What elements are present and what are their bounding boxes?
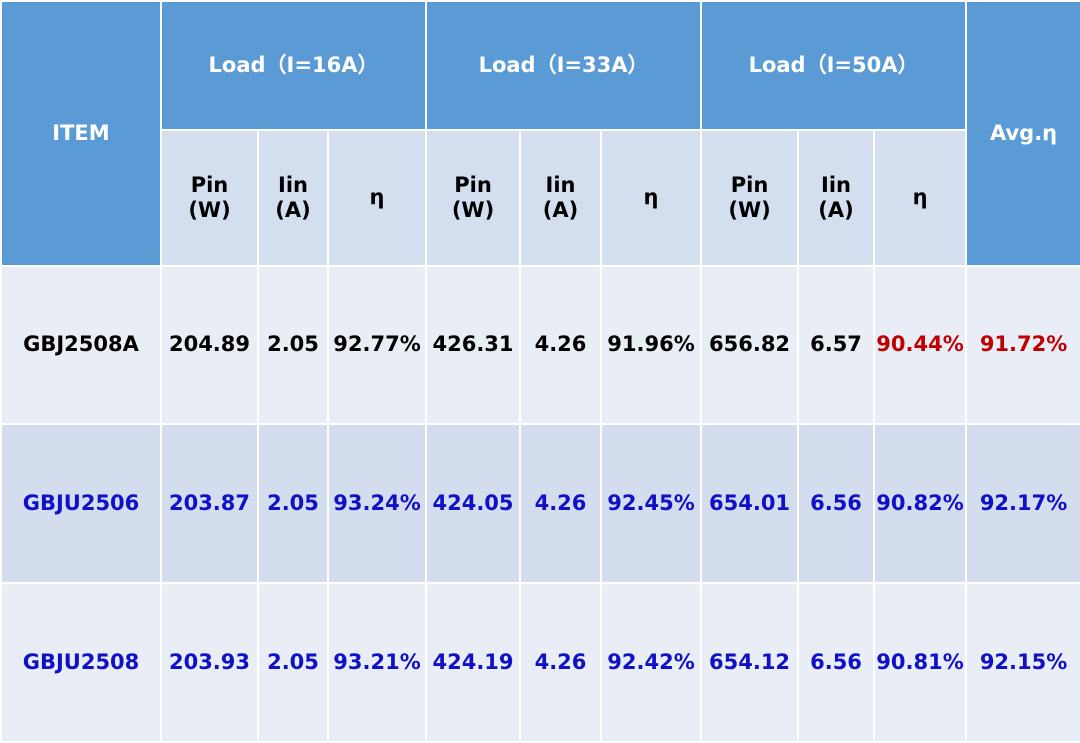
value-cell: 2.05 bbox=[257, 582, 329, 743]
value-cell: 203.87 bbox=[160, 423, 259, 585]
value-cell: 92.17% bbox=[965, 423, 1080, 585]
value-cell: 203.93 bbox=[160, 582, 259, 743]
value-cell: 424.19 bbox=[425, 582, 522, 743]
subheader: η bbox=[326, 129, 428, 267]
value-cell: 2.05 bbox=[257, 423, 329, 585]
value-cell: 424.05 bbox=[425, 423, 522, 585]
value-cell: 6.56 bbox=[797, 423, 876, 585]
subheader: η bbox=[873, 129, 968, 267]
value-cell: 93.21% bbox=[326, 582, 428, 743]
value-cell: 426.31 bbox=[425, 264, 522, 426]
value-cell: 93.24% bbox=[326, 423, 428, 585]
subheader: Pin (W) bbox=[160, 129, 259, 267]
value-cell: 204.89 bbox=[160, 264, 259, 426]
value-cell: 91.72% bbox=[965, 264, 1080, 426]
value-cell: 92.15% bbox=[965, 582, 1080, 743]
subheader: Iin (A) bbox=[257, 129, 329, 267]
value-cell: 90.82% bbox=[873, 423, 968, 585]
value-cell: 92.42% bbox=[600, 582, 703, 743]
value-cell: 6.56 bbox=[797, 582, 876, 743]
value-cell: 2.05 bbox=[257, 264, 329, 426]
subheader: Iin (A) bbox=[797, 129, 876, 267]
value-cell: 654.12 bbox=[700, 582, 800, 743]
value-cell: 92.45% bbox=[600, 423, 703, 585]
value-cell: 4.26 bbox=[519, 423, 603, 585]
group-header: Load（I=33A） bbox=[425, 0, 703, 132]
group-header: Load（I=50A） bbox=[700, 0, 968, 132]
subheader: Pin (W) bbox=[425, 129, 522, 267]
value-cell: 90.81% bbox=[873, 582, 968, 743]
group-header: Load（I=16A） bbox=[159, 0, 428, 132]
item-name: GBJU2508 bbox=[0, 582, 162, 743]
data-row: GBJ2508A 204.89 2.05 92.77% 426.31 4.26 91.96%… bbox=[0, 264, 1080, 426]
value-cell: 4.26 bbox=[519, 582, 603, 743]
avg-header: Avg.η bbox=[965, 0, 1080, 267]
value-cell: 656.82 bbox=[700, 264, 800, 426]
subheader-row: Pin (W) Iin (A) η Pin (W) Iin (A) η Pin (W) Iin… bbox=[1, 129, 1080, 267]
item-header: ITEM bbox=[0, 0, 162, 267]
item-name: GBJU2506 bbox=[0, 423, 162, 585]
value-cell: 654.01 bbox=[700, 423, 800, 585]
subheader: Pin (W) bbox=[700, 129, 800, 267]
value-cell: 6.57 bbox=[797, 264, 876, 426]
data-row: GBJU2506 203.87 2.05 93.24% 424.05 4.26 92.45%… bbox=[0, 423, 1080, 585]
value-cell: 90.44% bbox=[873, 264, 968, 426]
value-cell: 91.96% bbox=[600, 264, 703, 426]
item-name: GBJ2508A bbox=[0, 264, 162, 426]
data-row: GBJU2508 203.93 2.05 93.21% 424.19 4.26 92.42%… bbox=[0, 582, 1080, 743]
subheader: Iin (A) bbox=[519, 129, 603, 267]
subheader: η bbox=[600, 129, 703, 267]
header-row: ITEM Load（I=16A） Load（I=33A） Load（I=50A） Avg… bbox=[0, 0, 1080, 267]
value-cell: 4.26 bbox=[519, 264, 603, 426]
value-cell: 92.77% bbox=[326, 264, 428, 426]
